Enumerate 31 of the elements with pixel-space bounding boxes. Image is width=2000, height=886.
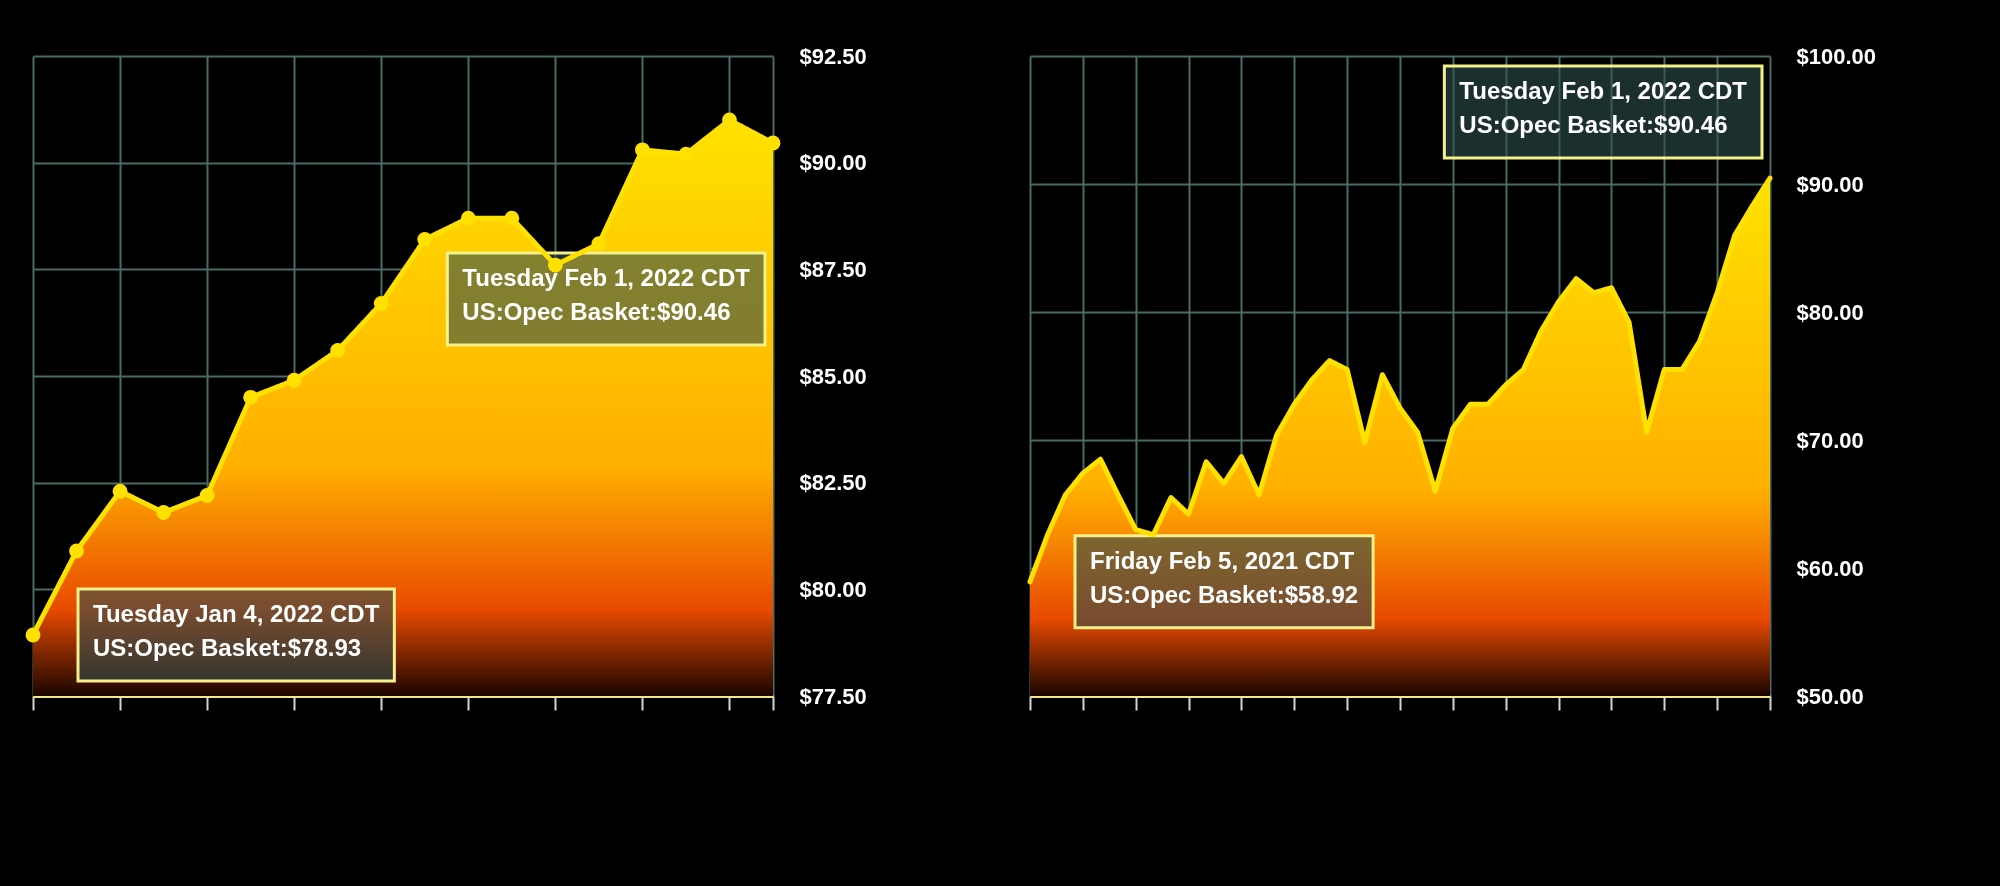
point bbox=[156, 505, 171, 520]
y-tick-label: $80.00 bbox=[1796, 299, 1864, 325]
annotation: Tuesday Jan 4, 2022 CDT US:Opec Basket:$78.93 bbox=[93, 599, 380, 661]
point bbox=[417, 232, 433, 247]
point bbox=[112, 483, 128, 499]
y-tick-label: $77.50 bbox=[799, 683, 867, 709]
point bbox=[243, 389, 259, 405]
annotation: Tuesday Feb 1, 2022 CDT US:Opec Basket:$90.46 bbox=[462, 264, 751, 326]
y-tick-label: $80.00 bbox=[799, 576, 867, 602]
y-tick-label: $87.50 bbox=[799, 256, 867, 282]
point bbox=[460, 210, 476, 226]
y-tick-label: $50.00 bbox=[1796, 683, 1864, 709]
point bbox=[504, 210, 520, 226]
point bbox=[591, 236, 607, 252]
point bbox=[25, 627, 41, 643]
point bbox=[199, 488, 215, 503]
point bbox=[286, 372, 302, 388]
point bbox=[373, 296, 389, 311]
annotation: Friday Feb 5, 2021 CDT US:Opec Basket:$58.92 bbox=[1090, 546, 1359, 608]
y-tick-label: $92.50 bbox=[799, 43, 867, 69]
y-tick-label: $100.00 bbox=[1796, 43, 1877, 69]
point bbox=[330, 343, 346, 358]
y-tick-label: $82.50 bbox=[799, 470, 867, 496]
y-tick-label: $60.00 bbox=[1796, 555, 1864, 581]
y-tick-label: $90.00 bbox=[1796, 171, 1864, 197]
y-tick-label: $90.00 bbox=[799, 150, 867, 176]
annotation: Tuesday Feb 1, 2022 CDT US:Opec Basket:$90.46 bbox=[1459, 77, 1748, 139]
point bbox=[765, 135, 781, 151]
y-tick-label: $85.00 bbox=[799, 363, 867, 389]
y-tick-label: $70.00 bbox=[1796, 427, 1864, 453]
point bbox=[69, 543, 84, 559]
